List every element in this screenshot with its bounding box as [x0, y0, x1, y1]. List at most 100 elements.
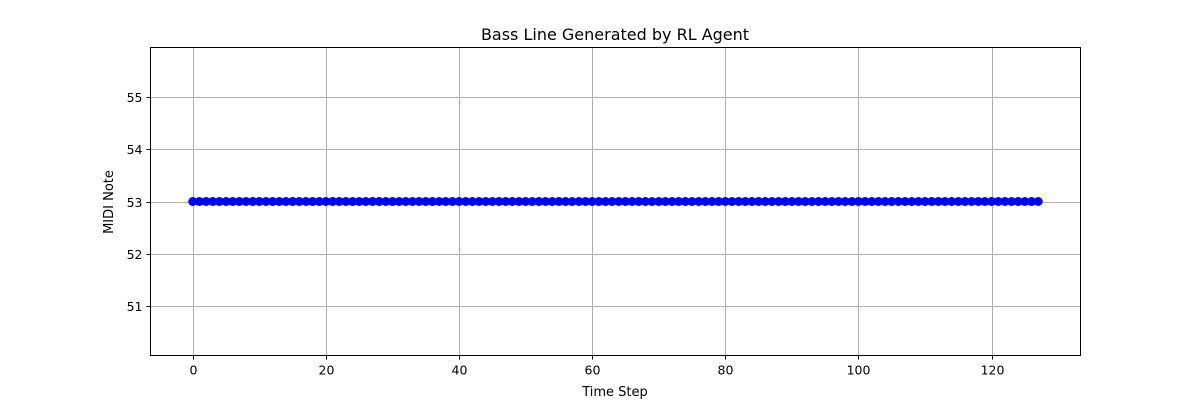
data-point	[800, 197, 810, 206]
data-point	[321, 197, 331, 206]
data-point	[387, 197, 397, 206]
data-point	[294, 197, 304, 206]
data-point	[474, 197, 484, 206]
data-point	[893, 197, 903, 206]
data-point	[328, 197, 338, 206]
data-point	[594, 197, 604, 206]
y-tick-label: 52	[127, 247, 143, 262]
data-point	[354, 197, 364, 206]
x-tick-label: 80	[718, 363, 734, 378]
data-point	[521, 197, 531, 206]
data-point	[640, 197, 650, 206]
y-tick-label: 51	[127, 299, 143, 314]
data-point	[847, 197, 857, 206]
data-point	[820, 197, 830, 206]
data-point	[887, 197, 897, 206]
data-point	[680, 197, 690, 206]
data-point	[368, 197, 378, 206]
data-point	[674, 197, 684, 206]
x-axis-label: Time Step	[581, 385, 648, 400]
data-point	[647, 197, 657, 206]
data-point	[767, 197, 777, 206]
data-point	[581, 197, 591, 206]
data-point	[694, 197, 704, 206]
data-point	[780, 197, 790, 206]
data-point	[547, 197, 557, 206]
x-tick-label: 40	[452, 363, 468, 378]
y-tick-label: 54	[127, 142, 143, 157]
data-point	[953, 197, 963, 206]
data-point	[501, 197, 511, 206]
data-point	[607, 197, 617, 206]
y-tick-label: 55	[127, 90, 143, 105]
data-point	[281, 197, 291, 206]
data-point	[381, 197, 391, 206]
data-point	[654, 197, 664, 206]
data-point	[587, 197, 597, 206]
data-point	[920, 197, 930, 206]
data-point	[1007, 197, 1017, 206]
data-point	[993, 197, 1003, 206]
data-point	[427, 197, 437, 206]
data-point	[514, 197, 524, 206]
data-point	[221, 197, 231, 206]
data-point	[494, 197, 504, 206]
data-point	[421, 197, 431, 206]
data-point	[527, 197, 537, 206]
data-point	[268, 197, 278, 206]
data-point	[447, 197, 457, 206]
data-point	[614, 197, 624, 206]
chart-title: Bass Line Generated by RL Agent	[481, 25, 749, 44]
data-point	[254, 197, 264, 206]
data-point	[1000, 197, 1010, 206]
data-point	[441, 197, 451, 206]
data-point	[867, 197, 877, 206]
data-point	[720, 197, 730, 206]
data-point	[487, 197, 497, 206]
x-tick-label: 60	[585, 363, 601, 378]
data-point	[454, 197, 464, 206]
data-point	[660, 197, 670, 206]
data-point	[754, 197, 764, 206]
ticks-layer: 0 20 40 60 80 100 120 51 52 53 54 55	[127, 90, 1005, 378]
data-point	[434, 197, 444, 206]
data-point	[467, 197, 477, 206]
data-point	[348, 197, 358, 206]
data-point	[740, 197, 750, 206]
data-point	[707, 197, 717, 206]
data-point	[214, 197, 224, 206]
data-point	[814, 197, 824, 206]
data-point	[913, 197, 923, 206]
data-point	[900, 197, 910, 206]
data-point	[234, 197, 244, 206]
data-point	[907, 197, 917, 206]
data-point	[274, 197, 284, 206]
data-point	[940, 197, 950, 206]
data-point	[933, 197, 943, 206]
data-point	[727, 197, 737, 206]
data-point	[301, 197, 311, 206]
data-point	[567, 197, 577, 206]
data-point	[987, 197, 997, 206]
data-point	[208, 197, 218, 206]
data-point	[288, 197, 298, 206]
data-point	[574, 197, 584, 206]
data-point	[834, 197, 844, 206]
data-point	[1033, 197, 1043, 206]
data-point	[687, 197, 697, 206]
data-point	[481, 197, 491, 206]
data-point	[967, 197, 977, 206]
data-point	[880, 197, 890, 206]
data-point	[361, 197, 371, 206]
data-point	[1020, 197, 1030, 206]
data-point	[394, 197, 404, 206]
data-point	[601, 197, 611, 206]
series-layer	[188, 197, 1043, 206]
data-point	[973, 197, 983, 206]
data-point	[807, 197, 817, 206]
data-point	[700, 197, 710, 206]
data-point	[927, 197, 937, 206]
data-point	[667, 197, 677, 206]
data-point	[541, 197, 551, 206]
